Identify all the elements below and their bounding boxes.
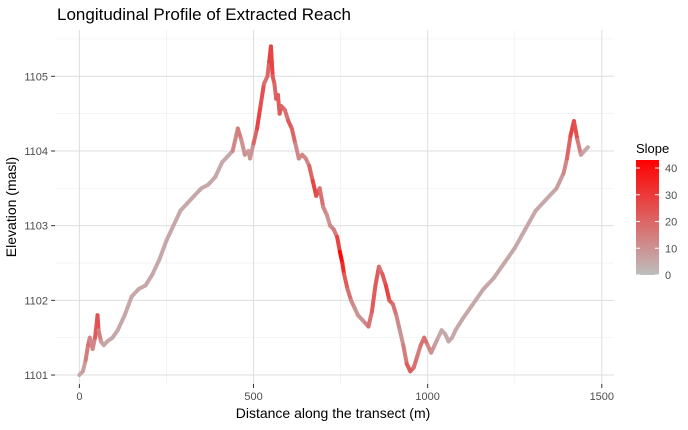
legend-tick-label: 0 <box>665 270 671 282</box>
profile-segment <box>394 313 402 333</box>
profile-segment <box>213 160 225 180</box>
profile-segment <box>293 141 301 161</box>
profile-segment <box>95 313 101 333</box>
legend-tick-label: 40 <box>665 163 677 175</box>
profile-segment <box>342 272 350 292</box>
profile-segment <box>143 272 155 288</box>
axes: 0 500 1000 1500 1101 1102 1103 1104 1105 <box>24 71 614 403</box>
profile-segment <box>460 302 475 322</box>
profile-segment <box>523 208 538 232</box>
profile-segment <box>369 283 378 314</box>
profile-segment <box>481 275 496 292</box>
profile-segment <box>171 208 183 228</box>
y-tick-label: 1101 <box>24 370 48 382</box>
profile-segment <box>554 171 566 191</box>
x-tick-label: 1000 <box>415 391 439 403</box>
y-tick-label: 1104 <box>24 146 48 158</box>
profile-segment <box>491 261 507 280</box>
profile-segment <box>470 287 486 307</box>
profile-segment <box>512 227 528 251</box>
profile-segment <box>248 141 256 161</box>
legend-tick-label: 30 <box>665 190 677 202</box>
profile-segment <box>564 134 573 161</box>
profile-segment <box>561 156 569 176</box>
profile-segment <box>335 234 342 254</box>
profile-segment <box>502 246 517 266</box>
profile-segment <box>383 283 392 303</box>
legend-title: Slope <box>636 141 669 156</box>
profile-segment <box>83 343 91 363</box>
x-tick-label: 1500 <box>590 391 614 403</box>
profile-segment <box>366 309 374 329</box>
profile-segment <box>258 81 266 109</box>
profile-segment <box>401 343 409 366</box>
profile-segment <box>251 126 260 146</box>
x-tick-label: 500 <box>244 391 262 403</box>
x-axis-title: Distance along the transect (m) <box>236 405 431 421</box>
profile-segment <box>150 257 162 277</box>
chart-title: Longitudinal Profile of Extracted Reach <box>57 5 351 24</box>
profile-segment <box>544 186 559 202</box>
y-axis-title: Elevation (masl) <box>3 157 19 257</box>
profile-segment <box>307 163 315 183</box>
profile-segment <box>289 126 298 146</box>
profile-segment <box>575 137 583 157</box>
y-tick-label: 1102 <box>24 295 48 307</box>
y-tick-label: 1103 <box>24 221 48 233</box>
legend-ticks: 0 10 20 30 40 <box>636 163 677 282</box>
profile-segment <box>122 294 134 318</box>
slope-legend: Slope 0 10 20 30 40 <box>636 141 677 282</box>
profile-segment <box>453 317 465 333</box>
profile-segment <box>571 119 580 142</box>
profile-segment <box>164 223 176 243</box>
profile-segment <box>157 238 169 262</box>
profile-series <box>77 44 590 378</box>
profile-segment <box>265 59 272 79</box>
profile-segment <box>268 44 275 79</box>
profile-segment <box>533 197 549 213</box>
legend-tick-label: 20 <box>665 217 677 229</box>
legend-colorbar <box>636 160 659 275</box>
profile-segment <box>115 313 127 333</box>
profile-segment <box>255 104 263 131</box>
grid <box>55 30 614 384</box>
legend-tick-label: 10 <box>665 243 677 255</box>
x-tick-label: 0 <box>76 391 82 403</box>
profile-segment <box>582 145 590 153</box>
profile-segment <box>397 328 406 348</box>
y-tick-label: 1105 <box>24 71 48 83</box>
profile-segment <box>317 186 326 209</box>
profile-segment <box>239 137 247 157</box>
